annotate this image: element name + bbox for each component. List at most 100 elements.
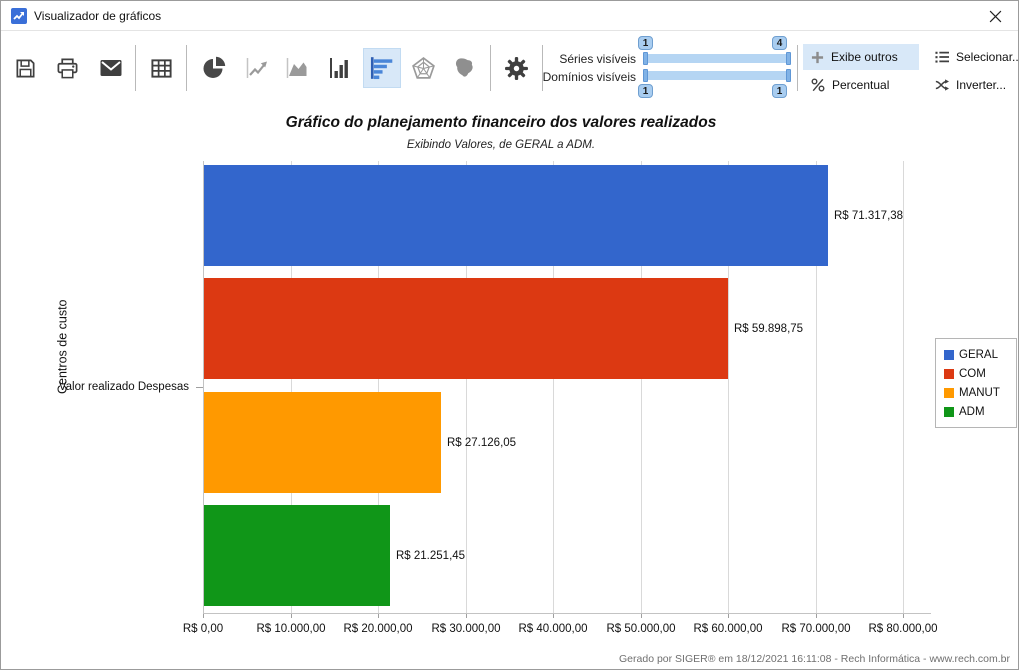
bar-com[interactable] [204,278,728,379]
bar-geral[interactable] [204,165,828,266]
list-icon [935,50,949,64]
bar-value-label: R$ 71.317,38 [834,210,904,222]
select-label: Selecionar... [956,50,1019,64]
legend-label: MANUT [959,386,1000,399]
settings-button[interactable] [497,48,535,88]
table-view-button[interactable] [142,48,180,88]
gridline [728,161,729,614]
category-tick-mark [196,387,203,388]
plot-area: R$ 71.317,38 R$ 59.898,75 R$ 27.126,05 R$ 2… [203,161,931,614]
x-tick-mark [378,614,379,618]
plus-icon [811,51,824,64]
print-button[interactable] [48,48,86,88]
toolbar: Séries visíveis Domínios visíveis 1 4 1 … [1,32,1018,104]
invert-label: Inverter... [956,78,1007,92]
line-chart-icon [246,58,267,78]
app-icon [11,7,27,24]
close-button[interactable] [972,1,1018,31]
x-tick-label: R$ 30.000,00 [431,623,501,635]
legend-swatch [944,368,954,379]
domains-range-max-badge: 1 [772,84,787,98]
x-tick-mark [903,614,904,618]
domains-range-min-badge: 1 [638,84,653,98]
bar-chart-button[interactable] [321,48,359,88]
toolbar-separator [542,45,543,91]
bar-value-label: R$ 59.898,75 [734,323,804,335]
percent-button[interactable]: Percentual [803,72,919,98]
gridline [466,161,467,614]
legend-label: GERAL [959,348,998,361]
x-tick-label: R$ 40.000,00 [518,623,588,635]
chart-legend: GERAL COM MANUT ADM [935,338,1017,428]
area-chart-icon [286,58,307,78]
legend-swatch [944,406,954,417]
print-icon [57,58,77,78]
percent-label: Percentual [832,78,890,92]
x-tick-mark [816,614,817,618]
chart-subtitle: Exibindo Valores, de GERAL a ADM. [406,139,596,151]
x-tick-mark [553,614,554,618]
toolbar-separator [797,45,798,91]
gridline [291,161,292,614]
legend-label: ADM [959,405,985,418]
toolbar-separator [186,45,187,91]
footer-credit: Gerado por SIGER® em 18/12/2021 16:11:08… [619,653,1010,665]
show-others-label: Exibe outros [831,50,898,64]
table-icon [150,58,172,78]
x-tick-label: R$ 50.000,00 [606,623,676,635]
y-axis-label: Centros de custo [55,299,70,395]
map-brazil-icon [455,57,473,77]
domains-visible-slider[interactable] [643,69,791,82]
shuffle-icon [935,78,949,92]
legend-item-com: COM [944,364,1016,383]
series-visible-label: Séries visíveis [559,52,636,66]
invert-button[interactable]: Inverter... [927,72,1018,98]
series-range-min-badge: 1 [638,36,653,50]
legend-label: COM [959,367,986,380]
legend-swatch [944,349,954,360]
series-visible-slider[interactable] [643,52,791,65]
title-bar: Visualizador de gráficos [1,1,1018,31]
close-icon [989,10,1001,22]
domains-slider-right-handle[interactable] [786,69,791,82]
map-chart-button[interactable] [444,48,482,88]
domains-slider-left-handle[interactable] [643,69,648,82]
x-tick-mark [641,614,642,618]
x-tick-label: R$ 0,00 [182,623,224,635]
x-tick-mark [728,614,729,618]
toolbar-separator [135,45,136,91]
horizontal-bar-chart-icon [370,57,393,80]
bar-chart-icon [330,58,348,78]
series-slider-right-handle[interactable] [786,52,791,65]
x-tick-mark [466,614,467,618]
save-icon [15,58,35,78]
x-tick-label: R$ 20.000,00 [343,623,413,635]
chart-title: Gráfico do planejamento financeiro dos v… [285,114,717,131]
toolbar-separator [490,45,491,91]
gridline [553,161,554,614]
bar-value-label: R$ 21.251,45 [396,550,466,562]
category-label: Valor realizado Despesas [58,381,189,393]
radar-chart-button[interactable] [404,48,442,88]
save-button[interactable] [6,48,44,88]
bar-adm[interactable] [204,505,390,606]
gridline [816,161,817,614]
show-others-button[interactable]: Exibe outros [803,44,919,70]
email-icon [100,60,122,76]
pie-chart-button[interactable] [195,48,233,88]
bar-manut[interactable] [204,392,441,493]
x-tick-mark [291,614,292,618]
series-range-max-badge: 4 [772,36,787,50]
domains-visible-label: Domínios visíveis [542,70,636,84]
line-chart-button[interactable] [238,48,276,88]
percent-icon [811,78,825,92]
area-chart-button[interactable] [278,48,316,88]
select-button[interactable]: Selecionar... [927,44,1019,70]
email-button[interactable] [92,48,130,88]
y-axis-line [203,161,204,614]
horizontal-bar-chart-button[interactable] [363,48,401,88]
series-slider-left-handle[interactable] [643,52,648,65]
bar-value-label: R$ 27.126,05 [447,437,517,449]
gridline [641,161,642,614]
gridline [903,161,904,614]
